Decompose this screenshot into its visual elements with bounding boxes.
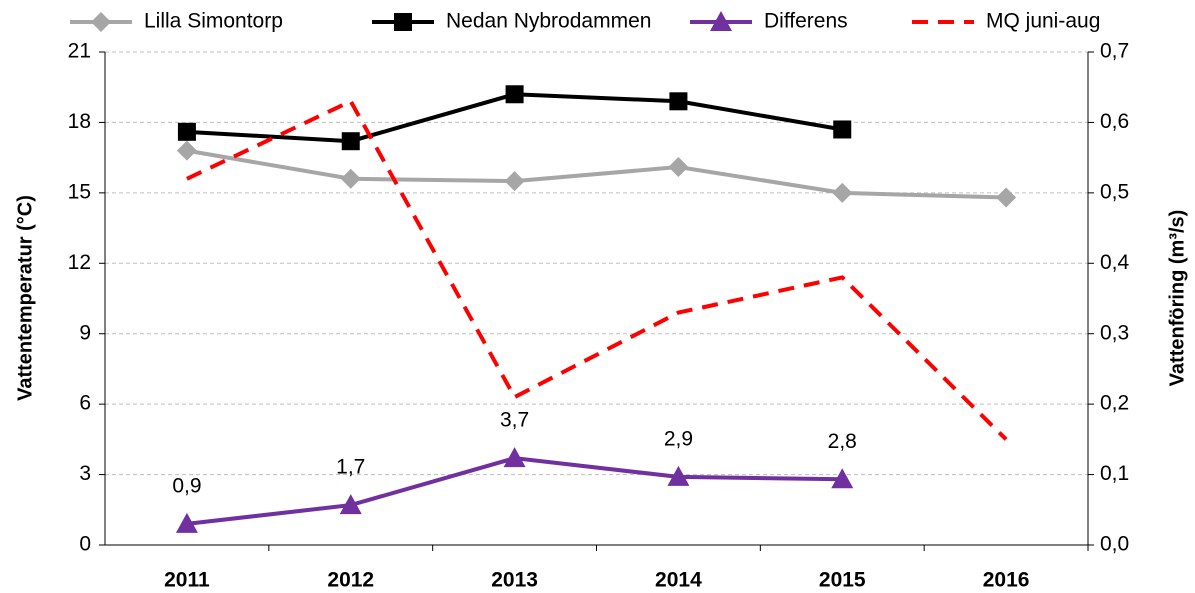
y-tick-label: 15 (68, 180, 91, 203)
data-label: 2,8 (828, 430, 857, 453)
y2-tick-label: 0,7 (1100, 40, 1129, 63)
series-line (186, 456, 843, 526)
series-line (186, 148, 1007, 200)
point-marker (177, 122, 196, 141)
point-marker (339, 494, 362, 515)
data-label: 2,9 (664, 427, 693, 450)
legend-label: MQ juni-aug (986, 10, 1100, 33)
legend-label: Nedan Nybrodammen (446, 10, 651, 33)
y2-tick-label: 0,1 (1100, 462, 1129, 485)
x-tick-label: 2015 (819, 569, 866, 592)
y-tick-label: 6 (79, 392, 91, 415)
y-tick-label: 21 (68, 40, 91, 63)
y2-tick-label: 0,0 (1100, 533, 1129, 556)
y-tick-label: 18 (68, 110, 91, 133)
y2-tick-label: 0,5 (1100, 180, 1129, 203)
y2-tick-label: 0,4 (1100, 251, 1130, 274)
legend-label: Differens (764, 10, 848, 33)
point-marker (669, 92, 688, 111)
point-marker (667, 465, 690, 486)
point-marker (996, 187, 1017, 208)
point-marker (831, 468, 854, 489)
x-tick-label: 2011 (164, 569, 210, 592)
legend-marker (710, 11, 732, 31)
point-marker (341, 132, 360, 151)
point-marker (340, 168, 361, 189)
data-label: 0,9 (172, 474, 201, 497)
y2-tick-label: 0,3 (1100, 321, 1129, 344)
point-marker (503, 447, 526, 468)
x-tick-label: 2013 (491, 569, 538, 592)
x-tick-label: 2012 (327, 569, 374, 592)
y2-tick-label: 0,6 (1100, 110, 1129, 133)
x-tick-label: 2014 (655, 569, 702, 592)
y-tick-label: 12 (68, 251, 91, 274)
point-marker (505, 85, 524, 104)
series-line (186, 98, 1008, 441)
legend-marker (91, 12, 111, 32)
point-marker (832, 182, 853, 203)
point-marker (668, 157, 689, 178)
y-tick-label: 0 (79, 533, 91, 556)
x-tick-label: 2016 (983, 569, 1030, 592)
y2-tick-label: 0,2 (1100, 392, 1129, 415)
point-marker (175, 512, 198, 533)
y-tick-label: 9 (79, 321, 91, 344)
y2-axis-label: Vattenföring (m³/s) (1166, 210, 1188, 387)
data-label: 3,7 (500, 409, 529, 432)
point-marker (176, 140, 197, 161)
point-marker (833, 120, 852, 139)
y-tick-label: 3 (79, 462, 91, 485)
legend-label: Lilla Simontorp (144, 10, 283, 33)
point-marker (504, 171, 525, 192)
y-axis-label: Vattentemperatur (°C) (14, 195, 36, 401)
legend-marker (394, 13, 412, 31)
data-label: 1,7 (336, 456, 365, 479)
